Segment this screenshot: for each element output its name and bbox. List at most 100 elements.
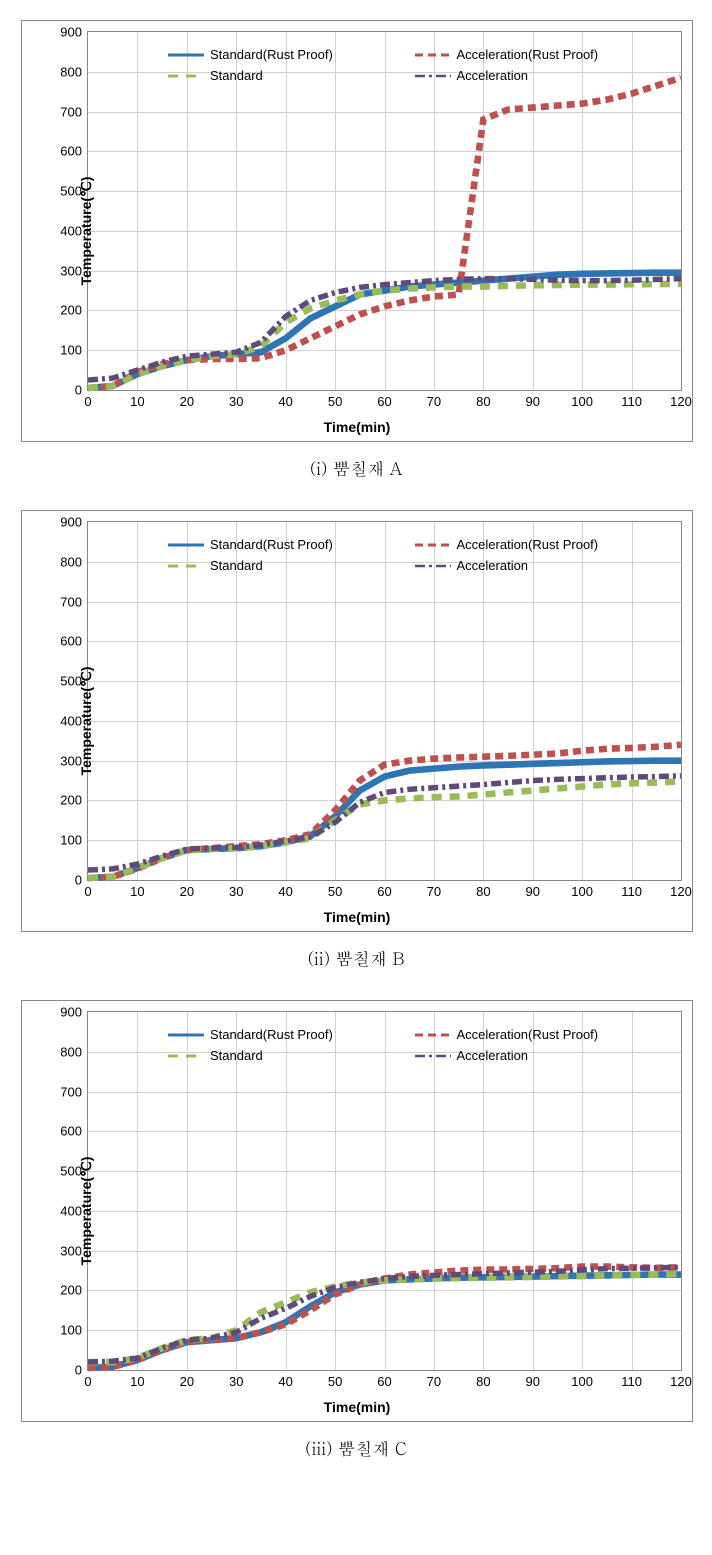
grid-line-v xyxy=(582,522,583,880)
y-tick-label: 700 xyxy=(60,594,88,609)
x-tick-label: 70 xyxy=(427,390,441,409)
x-axis-label: Time(min) xyxy=(324,419,391,435)
plot-area: 0100200300400500600700800900010203040506… xyxy=(87,1011,682,1371)
legend-label: Acceleration(Rust Proof) xyxy=(457,47,599,62)
legend-swatch xyxy=(415,559,451,573)
grid-line-v xyxy=(236,522,237,880)
chart-caption: (i) 뿜칠재 A xyxy=(21,456,691,480)
plot-area: 0100200300400500600700800900010203040506… xyxy=(87,521,682,881)
y-tick-label: 100 xyxy=(60,1323,88,1338)
legend-item-standard_rp: Standard(Rust Proof) xyxy=(168,47,415,62)
legend-item-accel: Acceleration xyxy=(415,1048,662,1063)
grid-line-v xyxy=(632,1012,633,1370)
grid-line-v xyxy=(187,522,188,880)
grid-line-v xyxy=(236,1012,237,1370)
y-axis-label: Temperature(℃) xyxy=(78,667,95,776)
legend-label: Acceleration xyxy=(457,68,529,83)
x-tick-label: 30 xyxy=(229,1370,243,1389)
y-tick-label: 200 xyxy=(60,303,88,318)
y-tick-label: 800 xyxy=(60,1044,88,1059)
legend-item-standard: Standard xyxy=(168,1048,415,1063)
chart-box: 0100200300400500600700800900010203040506… xyxy=(21,20,693,442)
x-tick-label: 80 xyxy=(476,1370,490,1389)
grid-line-v xyxy=(533,522,534,880)
legend-item-accel: Acceleration xyxy=(415,68,662,83)
legend-swatch xyxy=(168,1028,204,1042)
chart-container-0: 0100200300400500600700800900010203040506… xyxy=(21,20,691,480)
legend-swatch xyxy=(168,538,204,552)
x-tick-label: 30 xyxy=(229,880,243,899)
x-tick-label: 60 xyxy=(377,390,391,409)
grid-line-v xyxy=(286,1012,287,1370)
grid-line-v xyxy=(632,32,633,390)
x-tick-label: 60 xyxy=(377,880,391,899)
legend: Standard(Rust Proof) Acceleration(Rust Pr… xyxy=(168,537,661,573)
legend-label: Standard xyxy=(210,68,263,83)
legend-item-accel: Acceleration xyxy=(415,558,662,573)
grid-line-v xyxy=(137,522,138,880)
grid-line-v xyxy=(137,1012,138,1370)
x-tick-label: 10 xyxy=(130,390,144,409)
y-tick-label: 600 xyxy=(60,144,88,159)
x-axis-label: Time(min) xyxy=(324,909,391,925)
y-tick-label: 200 xyxy=(60,1283,88,1298)
x-tick-label: 40 xyxy=(278,390,292,409)
x-tick-label: 110 xyxy=(621,880,642,899)
x-tick-label: 70 xyxy=(427,880,441,899)
x-tick-label: 80 xyxy=(476,880,490,899)
legend-item-accel_rp: Acceleration(Rust Proof) xyxy=(415,47,662,62)
y-tick-label: 200 xyxy=(60,793,88,808)
grid-line-v xyxy=(582,1012,583,1370)
x-tick-label: 0 xyxy=(84,390,91,409)
grid-line-v xyxy=(434,32,435,390)
legend-swatch xyxy=(168,559,204,573)
legend-label: Standard(Rust Proof) xyxy=(210,1027,333,1042)
y-tick-label: 700 xyxy=(60,1084,88,1099)
legend-item-standard: Standard xyxy=(168,558,415,573)
grid-line-v xyxy=(385,1012,386,1370)
legend-item-accel_rp: Acceleration(Rust Proof) xyxy=(415,1027,662,1042)
y-tick-label: 600 xyxy=(60,634,88,649)
legend-swatch xyxy=(168,48,204,62)
x-tick-label: 50 xyxy=(328,1370,342,1389)
grid-line-v xyxy=(335,1012,336,1370)
grid-line-v xyxy=(483,1012,484,1370)
y-tick-label: 100 xyxy=(60,833,88,848)
legend-label: Acceleration xyxy=(457,1048,529,1063)
plot-area: 0100200300400500600700800900010203040506… xyxy=(87,31,682,391)
x-tick-label: 50 xyxy=(328,390,342,409)
grid-line-v xyxy=(483,32,484,390)
x-tick-label: 80 xyxy=(476,390,490,409)
y-tick-label: 900 xyxy=(60,25,88,40)
legend-label: Acceleration(Rust Proof) xyxy=(457,537,599,552)
grid-line-v xyxy=(187,1012,188,1370)
legend-label: Standard(Rust Proof) xyxy=(210,47,333,62)
legend-item-standard: Standard xyxy=(168,68,415,83)
legend: Standard(Rust Proof) Acceleration(Rust Pr… xyxy=(168,47,661,83)
grid-line-v xyxy=(483,522,484,880)
x-tick-label: 100 xyxy=(571,880,593,899)
legend-item-standard_rp: Standard(Rust Proof) xyxy=(168,1027,415,1042)
legend-swatch xyxy=(415,69,451,83)
x-tick-label: 120 xyxy=(670,1370,692,1389)
x-tick-label: 70 xyxy=(427,1370,441,1389)
grid-line-v xyxy=(335,522,336,880)
x-tick-label: 120 xyxy=(670,390,692,409)
x-axis-label: Time(min) xyxy=(324,1399,391,1415)
legend-swatch xyxy=(415,1049,451,1063)
chart-box: 0100200300400500600700800900010203040506… xyxy=(21,1000,693,1422)
legend-label: Standard(Rust Proof) xyxy=(210,537,333,552)
x-tick-label: 100 xyxy=(571,390,593,409)
legend-item-accel_rp: Acceleration(Rust Proof) xyxy=(415,537,662,552)
x-tick-label: 90 xyxy=(526,880,540,899)
legend-swatch xyxy=(415,538,451,552)
y-tick-label: 100 xyxy=(60,343,88,358)
grid-line-v xyxy=(286,522,287,880)
x-tick-label: 110 xyxy=(621,390,642,409)
chart-caption: (ii) 뿜칠재 B xyxy=(21,946,691,970)
grid-line-v xyxy=(137,32,138,390)
x-tick-label: 100 xyxy=(571,1370,593,1389)
legend-label: Standard xyxy=(210,1048,263,1063)
x-tick-label: 50 xyxy=(328,880,342,899)
legend-swatch xyxy=(415,1028,451,1042)
